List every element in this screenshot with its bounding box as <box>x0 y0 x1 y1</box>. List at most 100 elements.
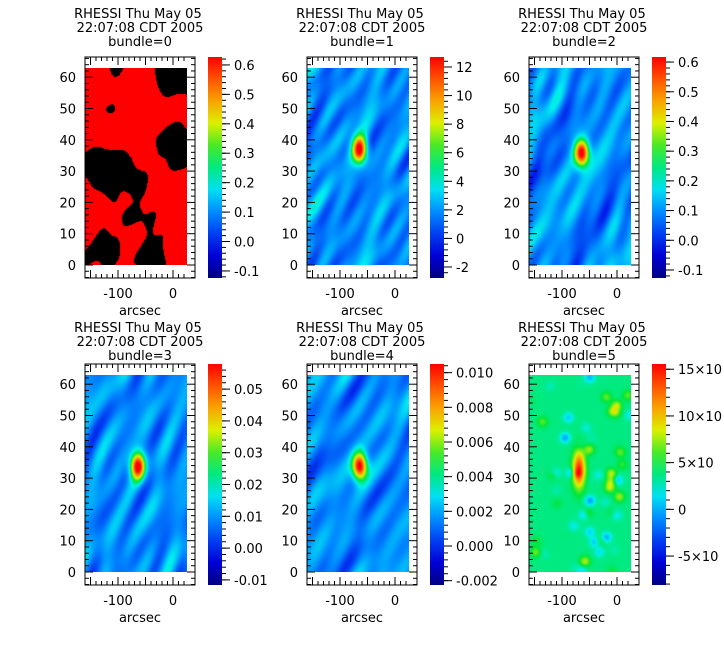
colorbar-tick-label: 0.004 <box>456 471 493 486</box>
y-tick-label: 20 <box>281 503 298 518</box>
heatmap-image <box>529 67 631 265</box>
panel-subtitle: bundle=4 <box>330 349 394 364</box>
colorbar-tick-label: 5×10 <box>678 457 714 472</box>
panel-title: RHESSI Thu May 05 22:07:08 CDT 2005 <box>296 7 428 36</box>
colorbar-tick-label: 8 <box>456 118 464 133</box>
y-tick-label: 30 <box>59 472 76 487</box>
panel-title-line: RHESSI Thu May 05 <box>518 7 650 22</box>
panel-4: RHESSI Thu May 05 22:07:08 CDT 2005bundl… <box>281 321 497 626</box>
colorbar-tick-label: 0.4 <box>234 118 255 133</box>
colorbar-tick-label: -0.1 <box>234 265 259 280</box>
panel-3: RHESSI Thu May 05 22:07:08 CDT 2005bundl… <box>59 321 267 626</box>
colorbar-tick-label: 4 <box>456 175 464 190</box>
y-tick-label: 0 <box>68 566 76 581</box>
x-tick-label: -100 <box>325 594 355 609</box>
x-tick-label: 0 <box>169 287 177 302</box>
plot-frame <box>84 363 196 586</box>
colorbar-tick-label: 0.04 <box>234 415 263 430</box>
plot-frame <box>306 56 418 279</box>
colorbar-tick-label: 0.00 <box>234 542 263 557</box>
colorbar-tick-label: 0.010 <box>456 367 493 382</box>
panel-title-line: RHESSI Thu May 05 <box>518 321 650 336</box>
heatmap-image <box>85 67 187 265</box>
panel-subtitle: bundle=3 <box>108 349 172 364</box>
x-tick-label: 0 <box>613 594 621 609</box>
heatmap-image <box>85 374 187 572</box>
colorbar-tick-label: 0.02 <box>234 479 263 494</box>
colorbar-tick-label: 0.05 <box>234 383 263 398</box>
panel-0: RHESSI Thu May 05 22:07:08 CDT 2005bundl… <box>59 7 259 319</box>
y-tick-label: 50 <box>59 103 76 118</box>
plot-frame <box>528 363 640 586</box>
colorbar-tick-label: -0.002 <box>456 575 498 590</box>
y-tick-label: 40 <box>503 441 520 456</box>
y-tick-label: 20 <box>503 503 520 518</box>
x-axis-label: arcsec <box>563 304 605 319</box>
panel-title-line: RHESSI Thu May 05 <box>74 321 206 336</box>
y-tick-label: 50 <box>503 103 520 118</box>
colorbar-tick-label: 6 <box>456 147 464 162</box>
colorbar-tick-label: -0.01 <box>234 574 268 589</box>
y-tick-label: 0 <box>68 259 76 274</box>
y-tick-label: 30 <box>503 472 520 487</box>
y-tick-label: 60 <box>503 378 520 393</box>
colorbar-tick-label: 0.5 <box>678 86 699 101</box>
x-tick-label: -100 <box>325 287 355 302</box>
colorbar-tick-label: 0 <box>678 503 686 518</box>
panel-5: RHESSI Thu May 05 22:07:08 CDT 2005bundl… <box>503 321 722 626</box>
panel-1: RHESSI Thu May 05 22:07:08 CDT 2005bundl… <box>281 7 472 319</box>
y-tick-label: 0 <box>512 259 520 274</box>
y-tick-label: 10 <box>281 228 298 243</box>
colorbar-tick-label: 10 <box>456 90 473 105</box>
colorbar <box>208 57 222 278</box>
panel-title-line: 22:07:08 CDT 2005 <box>299 21 426 36</box>
heatmap-image <box>529 374 631 572</box>
colorbar-tick-label: 0.3 <box>234 147 255 162</box>
x-axis-label: arcsec <box>341 611 383 626</box>
panel-2: RHESSI Thu May 05 22:07:08 CDT 2005bundl… <box>503 7 703 319</box>
panel-title-line: RHESSI Thu May 05 <box>296 321 428 336</box>
colorbar <box>430 364 444 585</box>
panel-subtitle: bundle=5 <box>552 349 616 364</box>
plot-frame <box>84 56 196 279</box>
colorbar-tick-label: 0.6 <box>234 59 255 74</box>
y-tick-label: 10 <box>281 535 298 550</box>
colorbar-tick-label: -0.1 <box>678 264 703 279</box>
colorbar-tick-label: -5×10 <box>678 550 718 565</box>
panel-title: RHESSI Thu May 05 22:07:08 CDT 2005 <box>74 7 206 36</box>
colorbar-tick-label: 0.5 <box>234 88 255 103</box>
x-axis-label: arcsec <box>119 304 161 319</box>
colorbar-tick-label: 0.0 <box>234 236 255 251</box>
heatmap-image <box>307 67 409 265</box>
x-tick-label: 0 <box>613 287 621 302</box>
y-tick-label: 60 <box>59 71 76 86</box>
x-tick-label: -100 <box>103 594 133 609</box>
y-tick-label: 40 <box>503 134 520 149</box>
y-tick-label: 0 <box>512 566 520 581</box>
y-tick-label: 60 <box>281 378 298 393</box>
colorbar-tick-label: 0.6 <box>678 56 699 71</box>
y-tick-label: 20 <box>281 196 298 211</box>
y-tick-label: 30 <box>281 165 298 180</box>
panel-title-line: 22:07:08 CDT 2005 <box>77 21 204 36</box>
panel-title: RHESSI Thu May 05 22:07:08 CDT 2005 <box>74 321 206 350</box>
y-tick-label: 40 <box>281 441 298 456</box>
colorbar-tick-label: 0.008 <box>456 401 493 416</box>
colorbar-tick-label: 0.000 <box>456 540 493 555</box>
x-tick-label: 0 <box>391 594 399 609</box>
panel-title-line: 22:07:08 CDT 2005 <box>299 335 426 350</box>
x-tick-label: -100 <box>103 287 133 302</box>
colorbar-tick-label: 0.2 <box>234 177 255 192</box>
colorbar-tick-label: 0.1 <box>234 206 255 221</box>
y-tick-label: 20 <box>59 503 76 518</box>
panel-title: RHESSI Thu May 05 22:07:08 CDT 2005 <box>518 7 650 36</box>
x-axis-label: arcsec <box>341 304 383 319</box>
colorbar <box>208 364 222 585</box>
y-tick-label: 0 <box>290 259 298 274</box>
colorbar-tick-label: 0.4 <box>678 115 699 130</box>
panel-title: RHESSI Thu May 05 22:07:08 CDT 2005 <box>518 321 650 350</box>
panel-subtitle: bundle=1 <box>330 35 394 50</box>
colorbar-tick-label: 0.01 <box>234 510 263 525</box>
